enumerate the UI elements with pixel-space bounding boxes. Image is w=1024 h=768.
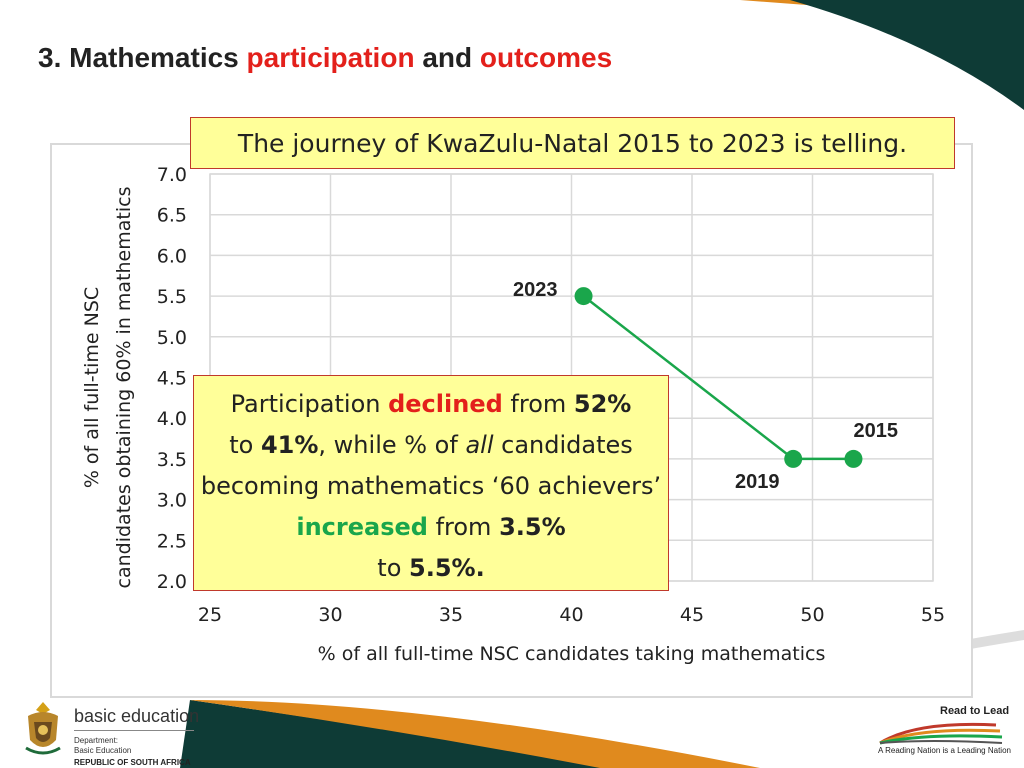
data-label-2015: 2015	[853, 420, 898, 442]
y-tick-label: 7.0	[157, 164, 187, 186]
callout-declined: declined	[388, 390, 503, 418]
subtitle-box: The journey of KwaZulu-Natal 2015 to 202…	[190, 117, 955, 169]
dbe-subtitle: Basic Education	[74, 746, 132, 755]
x-axis-label: % of all full-time NSC candidates taking…	[318, 643, 826, 665]
data-label-2023: 2023	[513, 279, 558, 301]
callout-increased: increased	[296, 513, 428, 541]
rtl-tagline: A Reading Nation is a Leading Nation	[878, 746, 1011, 755]
data-point-2015	[844, 449, 863, 468]
dbe-department-label: Department:	[74, 736, 119, 745]
callout-all-italic: all	[465, 431, 494, 459]
y-tick-label: 4.5	[157, 368, 187, 390]
data-label-2019: 2019	[735, 471, 780, 493]
x-tick-label: 40	[559, 604, 583, 626]
callout-text: , while % of	[318, 431, 466, 459]
x-tick-label: 25	[198, 604, 222, 626]
title-highlight-outcomes: outcomes	[479, 42, 613, 73]
bottom-orange-swoosh	[190, 700, 760, 768]
callout-box: Participation declined from 52% to 41%, w…	[193, 375, 669, 591]
title-middle: and	[414, 42, 480, 73]
slide-title: 3. Mathematics participation and outcome…	[38, 42, 612, 74]
x-tick-label: 55	[921, 604, 945, 626]
callout-text: candidates becoming mathematics ‘60 achi…	[200, 431, 662, 500]
dbe-country: REPUBLIC OF SOUTH AFRICA	[74, 758, 191, 767]
book-swoosh-icon	[879, 722, 1003, 745]
dbe-divider	[74, 730, 194, 731]
x-tick-label: 45	[680, 604, 704, 626]
x-tick-label: 50	[800, 604, 824, 626]
y-tick-label: 6.0	[157, 245, 187, 267]
callout-text: to	[377, 554, 410, 582]
callout-text: from	[427, 513, 500, 541]
callout-text: from	[502, 390, 574, 418]
callout-value-5-5: 5.5%.	[409, 554, 485, 582]
y-axis-label-line1: % of all full-time NSC	[81, 287, 103, 488]
callout-text: to	[229, 431, 261, 459]
y-tick-label: 2.5	[157, 530, 187, 552]
dbe-logo: basic education Department: Basic Educat…	[20, 700, 240, 767]
x-tick-label: 30	[318, 604, 342, 626]
y-tick-label: 3.0	[157, 490, 187, 512]
data-point-2019	[784, 449, 803, 468]
data-point-2023	[574, 287, 593, 306]
callout-text: Participation	[230, 390, 389, 418]
y-tick-label: 2.0	[157, 571, 187, 593]
coat-of-arms-icon	[25, 702, 61, 755]
x-tick-label: 35	[439, 604, 463, 626]
y-axis-label-line2: candidates obtaining 60% in mathematics	[113, 187, 135, 589]
callout-value-41: 41%	[260, 431, 319, 459]
title-prefix: 3. Mathematics	[38, 42, 247, 73]
y-tick-label: 3.5	[157, 449, 187, 471]
y-tick-label: 4.0	[157, 408, 187, 430]
callout-value-52: 52%	[573, 390, 632, 418]
y-tick-label: 5.0	[157, 327, 187, 349]
read-to-lead-logo: Read to Lead A Reading Nation is a Leadi…	[870, 703, 1014, 765]
y-tick-label: 5.5	[157, 286, 187, 308]
top-dark-swoosh	[790, 0, 1024, 110]
callout-value-3-5: 3.5%	[499, 513, 566, 541]
title-highlight-participation: participation	[246, 42, 415, 73]
rtl-title: Read to Lead	[940, 705, 1010, 717]
y-tick-label: 6.5	[157, 205, 187, 227]
dbe-name: basic education	[74, 706, 200, 726]
